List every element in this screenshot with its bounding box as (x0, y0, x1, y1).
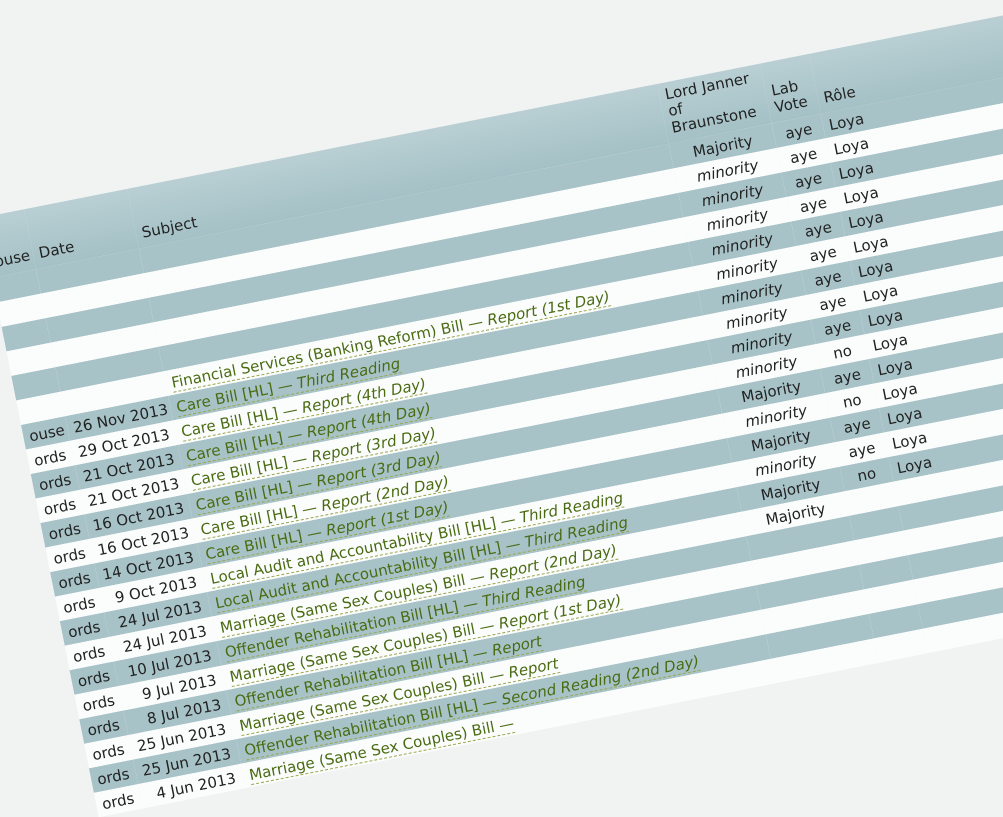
votes-table: ouse Date Subject Lord Janner of Braunst… (0, 4, 1003, 817)
votes-table-body: Majority aye Loya minority aye Loya minority ay… (0, 64, 1003, 817)
